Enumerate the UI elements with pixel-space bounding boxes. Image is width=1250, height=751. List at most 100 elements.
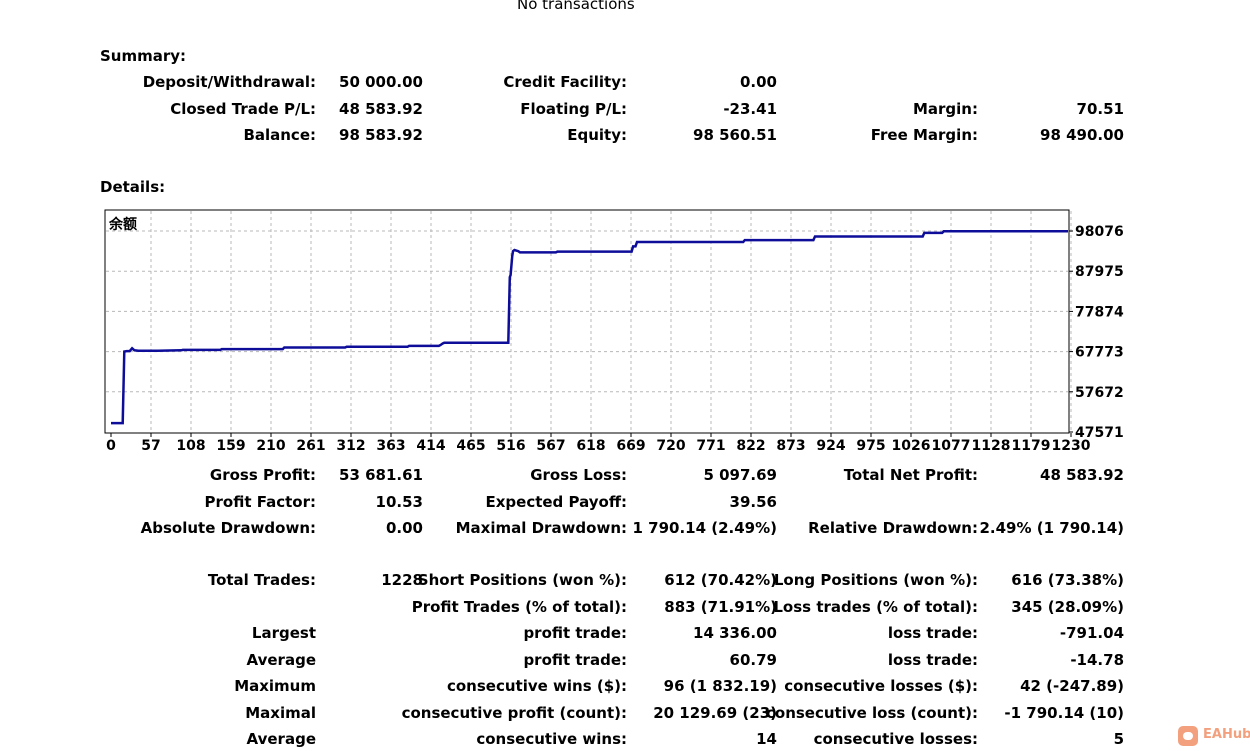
loss-trades-value: 345 (28.09%) <box>1011 598 1124 616</box>
x-tick-label: 567 <box>536 438 565 454</box>
y-tick-label: 57672 <box>1075 385 1124 401</box>
margin-label: Margin: <box>912 100 978 118</box>
summary-title: Summary: <box>100 47 187 65</box>
gross-loss-value: 5 097.69 <box>703 466 777 484</box>
floating-pl-label: Floating P/L: <box>520 100 627 118</box>
average-profit-trade-label: profit trade: <box>523 651 627 669</box>
maximal-drawdown-value: 1 790.14 (2.49%) <box>632 519 777 537</box>
total-trades-value: 1228 <box>381 571 423 589</box>
balance-value: 98 583.92 <box>339 126 423 144</box>
x-tick-label: 669 <box>616 438 645 454</box>
x-tick-label: 108 <box>176 438 205 454</box>
average-profit-trade-value: 60.79 <box>729 651 777 669</box>
profit-trades-value: 883 (71.91%) <box>664 598 777 616</box>
eahub-logo-icon <box>1178 726 1198 746</box>
x-tick-label: 0 <box>106 438 116 454</box>
expected-payoff-value: 39.56 <box>729 493 777 511</box>
absolute-drawdown-label: Absolute Drawdown: <box>140 519 316 537</box>
x-tick-label: 210 <box>256 438 285 454</box>
x-tick-label: 159 <box>216 438 245 454</box>
average-consecutive-losses-label: consecutive losses: <box>813 730 978 748</box>
total-trades-label: Total Trades: <box>207 571 316 589</box>
deposit-value: 50 000.00 <box>339 73 423 91</box>
x-tick-label: 57 <box>141 438 160 454</box>
x-tick-label: 975 <box>856 438 885 454</box>
y-tick-label: 47571 <box>1075 425 1124 441</box>
profit-factor-label: Profit Factor: <box>204 493 316 511</box>
average-consecutive-label: Average <box>246 730 316 748</box>
eahub-watermark: EAHub <box>1178 726 1250 746</box>
relative-drawdown-label: Relative Drawdown: <box>808 519 978 537</box>
total-net-profit-value: 48 583.92 <box>1040 466 1124 484</box>
credit-label: Credit Facility: <box>503 73 627 91</box>
x-tick-label: 924 <box>816 438 845 454</box>
x-tick-label: 414 <box>416 438 445 454</box>
free-margin-value: 98 490.00 <box>1040 126 1124 144</box>
eahub-watermark-text: EAHub <box>1203 727 1250 742</box>
x-tick-label: 618 <box>576 438 605 454</box>
maximal-label: Maximal <box>245 704 316 722</box>
total-net-profit-label: Total Net Profit: <box>843 466 978 484</box>
maximal-consecutive-loss-label: consecutive loss (count): <box>766 704 978 722</box>
details-title: Details: <box>100 178 166 196</box>
chart-horizontal-grid <box>106 230 1068 393</box>
y-tick-label: 98076 <box>1075 224 1124 240</box>
maximal-consecutive-profit-label: consecutive profit (count): <box>401 704 627 722</box>
x-tick-label: 1077 <box>932 438 971 454</box>
equity-value: 98 560.51 <box>693 126 777 144</box>
average-consecutive-wins-label: consecutive wins: <box>476 730 627 748</box>
long-positions-label: Long Positions (won %): <box>773 571 978 589</box>
maximal-consecutive-loss-value: -1 790.14 (10) <box>1004 704 1124 722</box>
x-tick-label: 516 <box>496 438 525 454</box>
largest-profit-trade-label: profit trade: <box>523 624 627 642</box>
chart-title: 余额 <box>108 216 137 233</box>
y-tick-label: 67773 <box>1075 345 1124 361</box>
maximum-label: Maximum <box>234 677 316 695</box>
profit-factor-value: 10.53 <box>375 493 423 511</box>
balance-label: Balance: <box>243 126 316 144</box>
floating-pl-value: -23.41 <box>723 100 777 118</box>
chart-ticks <box>110 230 1073 437</box>
free-margin-label: Free Margin: <box>870 126 978 144</box>
largest-label: Largest <box>251 624 316 642</box>
short-positions-label: Short Positions (won %): <box>417 571 627 589</box>
x-tick-label: 1230 <box>1052 438 1091 454</box>
max-consecutive-wins-label: consecutive wins ($): <box>446 677 627 695</box>
chart-y-axis-labels: 98076 87975 77874 67773 57672 47571 <box>1075 224 1124 441</box>
x-tick-label: 312 <box>336 438 365 454</box>
largest-loss-trade-label: loss trade: <box>887 624 978 642</box>
maximal-consecutive-profit-value: 20 129.69 (23) <box>653 704 777 722</box>
chart-vertical-grid <box>150 211 1072 432</box>
average-loss-trade-label: loss trade: <box>887 651 978 669</box>
largest-loss-trade-value: -791.04 <box>1059 624 1124 642</box>
gross-profit-value: 53 681.61 <box>339 466 423 484</box>
x-tick-label: 1179 <box>1012 438 1051 454</box>
average-label: Average <box>246 651 316 669</box>
x-tick-label: 1026 <box>892 438 931 454</box>
y-tick-label: 77874 <box>1075 304 1124 320</box>
no-transactions-note: No transactions <box>517 0 635 13</box>
y-tick-label: 87975 <box>1075 264 1124 280</box>
max-consecutive-losses-value: 42 (-247.89) <box>1020 677 1124 695</box>
x-tick-label: 261 <box>296 438 325 454</box>
max-consecutive-losses-label: consecutive losses ($): <box>784 677 978 695</box>
x-tick-label: 720 <box>656 438 685 454</box>
x-tick-label: 363 <box>376 438 405 454</box>
x-tick-label: 771 <box>696 438 725 454</box>
gross-profit-label: Gross Profit: <box>209 466 316 484</box>
average-loss-trade-value: -14.78 <box>1070 651 1124 669</box>
short-positions-value: 612 (70.42%) <box>664 571 777 589</box>
relative-drawdown-value: 2.49% (1 790.14) <box>979 519 1124 537</box>
closed-pl-label: Closed Trade P/L: <box>170 100 316 118</box>
average-consecutive-wins-value: 14 <box>756 730 777 748</box>
x-tick-label: 822 <box>736 438 765 454</box>
expected-payoff-label: Expected Payoff: <box>485 493 627 511</box>
x-tick-label: 873 <box>776 438 805 454</box>
long-positions-value: 616 (73.38%) <box>1011 571 1124 589</box>
x-tick-label: 1128 <box>972 438 1011 454</box>
absolute-drawdown-value: 0.00 <box>385 519 423 537</box>
closed-pl-value: 48 583.92 <box>339 100 423 118</box>
chart-x-axis-labels: 0 57 108 159 210 261 312 363 414 465 516 567 618 669 7… <box>106 438 1091 454</box>
equity-label: Equity: <box>567 126 627 144</box>
